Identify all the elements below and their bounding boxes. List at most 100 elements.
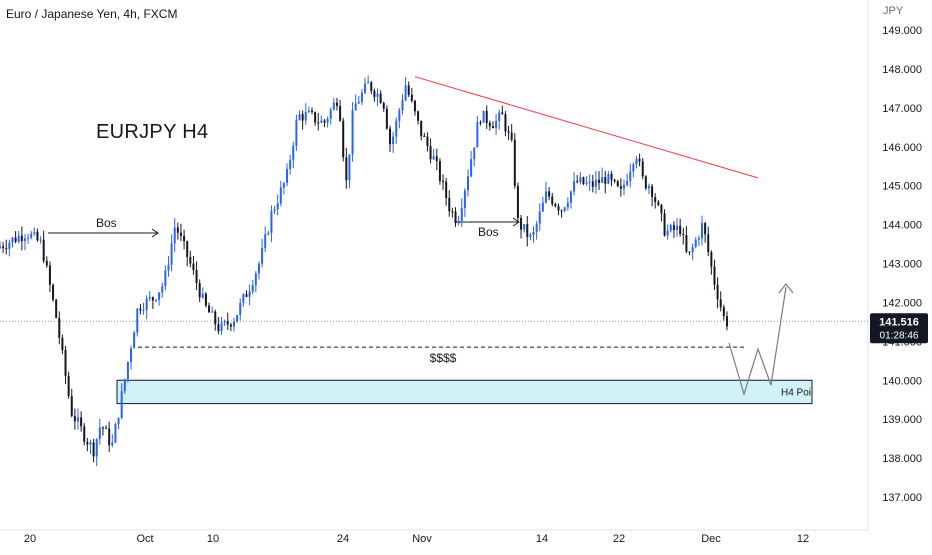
candle-body[interactable]: [389, 128, 391, 145]
candle-body[interactable]: [257, 263, 260, 274]
candle-body[interactable]: [211, 311, 214, 313]
candle-body[interactable]: [45, 260, 48, 266]
candle-body[interactable]: [161, 286, 164, 293]
candle-body[interactable]: [685, 235, 688, 252]
candle-body[interactable]: [98, 427, 101, 440]
candle-body[interactable]: [545, 191, 547, 203]
candle-body[interactable]: [660, 204, 663, 214]
candle-body[interactable]: [367, 82, 370, 84]
candle-body[interactable]: [73, 416, 76, 422]
candle-body[interactable]: [719, 299, 722, 308]
candle-body[interactable]: [423, 135, 426, 137]
candle-body[interactable]: [679, 225, 682, 234]
candle-body[interactable]: [61, 337, 64, 351]
candle-body[interactable]: [616, 181, 619, 187]
candle-body[interactable]: [529, 234, 532, 237]
candle-body[interactable]: [279, 187, 282, 204]
candle-body[interactable]: [629, 171, 632, 181]
candle-body[interactable]: [569, 191, 572, 203]
candle-body[interactable]: [264, 234, 267, 249]
candle-body[interactable]: [173, 227, 176, 244]
candle-body[interactable]: [245, 294, 248, 297]
candle-body[interactable]: [601, 177, 604, 183]
candle-body[interactable]: [697, 238, 700, 240]
candle-body[interactable]: [233, 321, 235, 327]
candle-body[interactable]: [638, 158, 641, 162]
candle-body[interactable]: [701, 223, 703, 239]
candle-body[interactable]: [716, 284, 719, 300]
symbol-title[interactable]: Euro / Japanese Yen, 4h, FXCM: [6, 7, 178, 21]
candle-body[interactable]: [92, 442, 95, 457]
candle-body[interactable]: [445, 181, 448, 199]
candle-body[interactable]: [476, 122, 479, 148]
candle-body[interactable]: [513, 139, 516, 186]
candle-body[interactable]: [467, 176, 469, 191]
candle-body[interactable]: [123, 379, 126, 392]
candle-body[interactable]: [432, 156, 435, 160]
candle-body[interactable]: [426, 136, 429, 147]
candle-body[interactable]: [501, 112, 504, 115]
candle-body[interactable]: [654, 197, 657, 203]
candle-body[interactable]: [52, 284, 55, 300]
candle-body[interactable]: [77, 417, 79, 422]
candle-body[interactable]: [635, 158, 638, 165]
candle-body[interactable]: [208, 305, 211, 313]
candle-body[interactable]: [619, 186, 622, 189]
candle-body[interactable]: [610, 173, 613, 180]
candle-body[interactable]: [535, 223, 538, 232]
candle-body[interactable]: [151, 297, 154, 301]
candle-body[interactable]: [538, 211, 541, 224]
candle-body[interactable]: [95, 439, 98, 457]
candle-body[interactable]: [351, 110, 354, 155]
candle-body[interactable]: [23, 238, 26, 241]
candle-body[interactable]: [410, 94, 413, 101]
candle-body[interactable]: [598, 179, 601, 183]
trendline[interactable]: [414, 76, 759, 179]
candle-body[interactable]: [282, 183, 285, 188]
poi-zone[interactable]: [116, 379, 813, 405]
candle-body[interactable]: [448, 198, 451, 212]
candle-body[interactable]: [676, 225, 679, 231]
candle-body[interactable]: [217, 324, 220, 332]
projection-path[interactable]: [728, 286, 787, 397]
candle-body[interactable]: [33, 231, 36, 234]
candle-body[interactable]: [385, 108, 388, 129]
candle-body[interactable]: [345, 157, 348, 181]
candle-body[interactable]: [236, 314, 239, 322]
candle-body[interactable]: [491, 126, 494, 129]
candle-body[interactable]: [83, 426, 86, 442]
candle-body[interactable]: [504, 114, 507, 132]
candle-body[interactable]: [42, 239, 45, 261]
candle-body[interactable]: [14, 237, 17, 242]
candle-body[interactable]: [201, 293, 204, 298]
candle-body[interactable]: [576, 181, 579, 183]
candle-body[interactable]: [126, 362, 129, 380]
candle-body[interactable]: [86, 441, 89, 445]
candle-body[interactable]: [273, 209, 276, 212]
candle-body[interactable]: [198, 283, 201, 298]
candle-body[interactable]: [398, 110, 401, 121]
candle-body[interactable]: [114, 424, 117, 443]
candle-body[interactable]: [326, 118, 329, 123]
candle-body[interactable]: [607, 173, 610, 184]
candle-body[interactable]: [364, 83, 367, 93]
candle-body[interactable]: [17, 235, 20, 242]
candle-body[interactable]: [204, 293, 207, 306]
candle-body[interactable]: [429, 146, 432, 160]
candle-body[interactable]: [454, 211, 457, 224]
candle-body[interactable]: [248, 291, 251, 297]
candle-body[interactable]: [192, 263, 195, 270]
candle-body[interactable]: [58, 317, 61, 338]
candle-body[interactable]: [710, 252, 713, 267]
candle-body[interactable]: [682, 233, 685, 236]
candle-body[interactable]: [176, 227, 179, 233]
candle-body[interactable]: [526, 224, 529, 237]
candle-body[interactable]: [11, 237, 14, 243]
candle-body[interactable]: [105, 427, 108, 429]
candle-body[interactable]: [382, 102, 385, 109]
candle-body[interactable]: [479, 122, 482, 124]
candle-body[interactable]: [164, 270, 167, 287]
candle-body[interactable]: [691, 246, 694, 252]
candle-body[interactable]: [435, 156, 438, 162]
